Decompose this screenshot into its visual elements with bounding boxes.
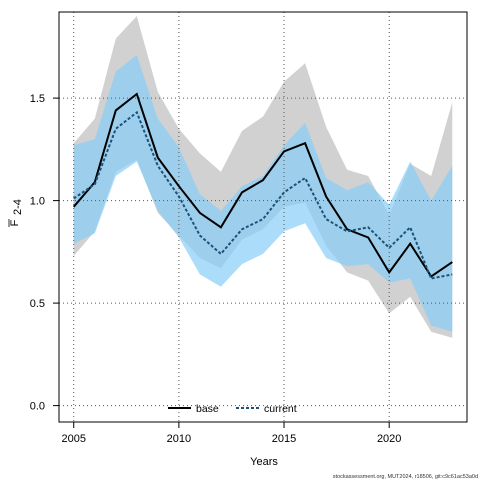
credit-text: stockassessment.org, MUT2024, r18506, gi… — [333, 474, 478, 480]
legend-label-base: base — [196, 403, 219, 415]
x-tick-label-2010: 2010 — [167, 433, 191, 445]
series-line-base — [72, 92, 453, 278]
y-axis: 0.0 0.5 1.0 1.5 — [30, 93, 59, 413]
gridlines — [59, 12, 467, 422]
y-axis-title-sub: 2-4 — [12, 199, 24, 215]
series-lines — [72, 92, 453, 280]
confidence-bands — [73, 16, 453, 338]
y-axis-title: F 2-4 — [8, 199, 24, 227]
series-line-current — [73, 110, 453, 280]
x-tick-label-2020: 2020 — [377, 433, 401, 445]
y-tick-label-0: 0.0 — [30, 401, 45, 413]
legend: base current — [168, 403, 297, 415]
band-current — [73, 55, 453, 332]
y-tick-label-1.5: 1.5 — [30, 93, 45, 105]
plot-frame — [58, 11, 468, 423]
x-axis-title: Years — [250, 456, 278, 468]
y-tick-label-1: 1.0 — [30, 196, 45, 208]
y-tick-label-0.5: 0.5 — [30, 298, 45, 310]
x-tick-label-2015: 2015 — [272, 433, 296, 445]
y-axis-title-main: F — [9, 219, 21, 226]
x-tick-label-2005: 2005 — [61, 433, 85, 445]
legend-label-current: current — [264, 403, 297, 415]
x-axis: 2005 2010 2015 2020 — [61, 422, 401, 445]
